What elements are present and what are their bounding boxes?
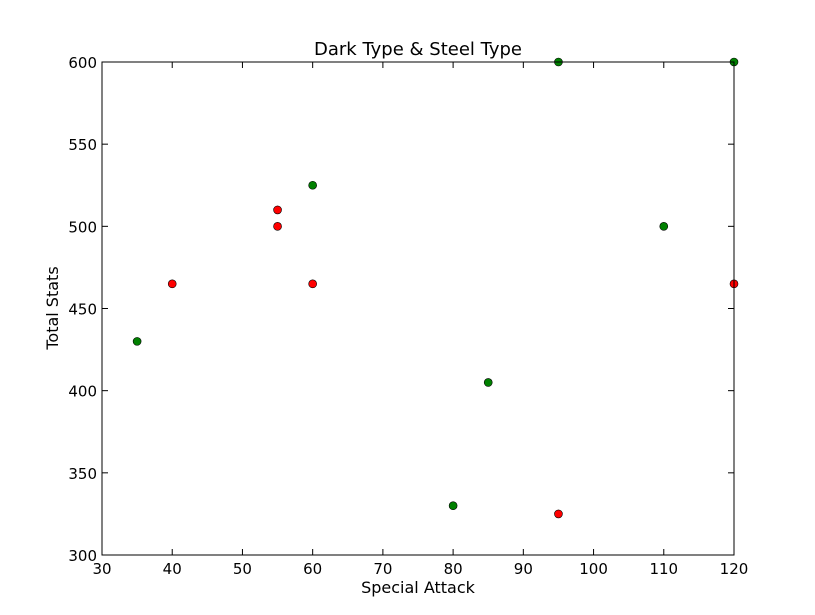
y-tick-label: 400 <box>68 383 97 401</box>
data-points <box>132 57 739 519</box>
data-point <box>308 279 317 289</box>
x-tick-label: 120 <box>720 560 749 578</box>
y-tick-label: 350 <box>68 465 97 483</box>
data-point <box>554 509 563 519</box>
x-tick-label: 30 <box>92 560 111 578</box>
x-tick-label: 100 <box>579 560 608 578</box>
data-point <box>308 180 317 190</box>
chart-title: Dark Type & Steel Type <box>314 39 522 60</box>
y-axis-label: Total Stats <box>43 266 62 350</box>
data-point <box>273 205 282 215</box>
x-tick-label: 60 <box>303 560 322 578</box>
x-axis-label: Special Attack <box>361 578 476 597</box>
x-tick-label: 80 <box>444 560 463 578</box>
x-tick-label: 90 <box>514 560 533 578</box>
data-point <box>132 337 142 346</box>
data-point <box>448 501 458 511</box>
y-tick-label: 600 <box>68 54 97 72</box>
x-tick-label: 110 <box>649 560 678 578</box>
y-tick-label: 550 <box>68 136 97 154</box>
x-tick-label: 40 <box>163 560 182 578</box>
plot-frame <box>101 61 735 556</box>
x-tick-label: 50 <box>233 560 252 578</box>
x-tick-label: 70 <box>373 560 392 578</box>
y-tick-label: 500 <box>68 218 97 236</box>
y-tick-label: 450 <box>68 301 97 319</box>
y-tick-label: 300 <box>68 547 97 565</box>
data-point <box>483 378 493 387</box>
axis-ticks: 30 40 50 60 70 80 90 100 110 120 300 350 400 450 500 55… <box>68 54 748 578</box>
data-point <box>273 222 282 231</box>
data-point <box>659 222 669 231</box>
data-point <box>167 279 177 289</box>
